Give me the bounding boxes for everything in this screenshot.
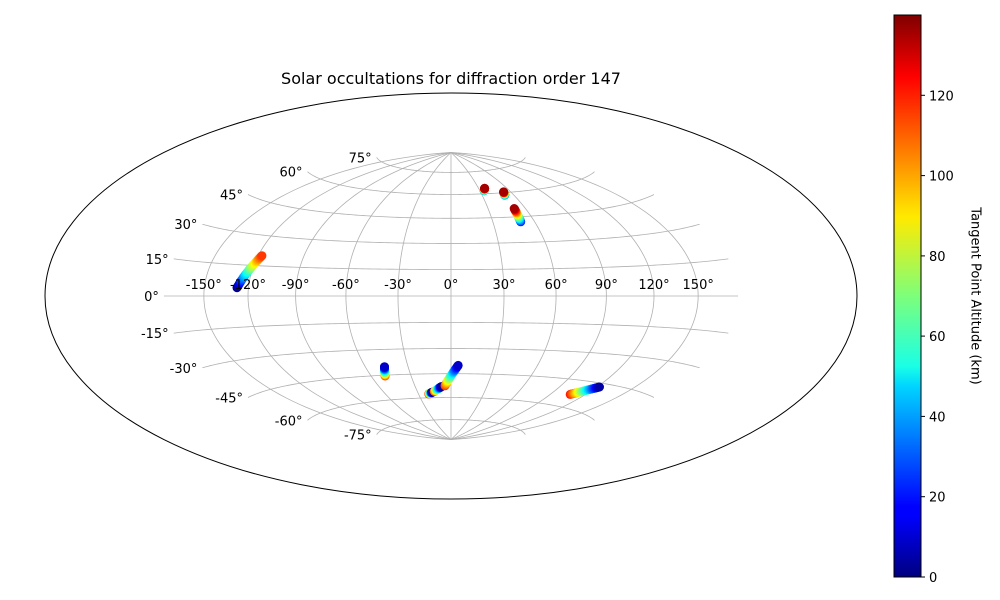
parallel-line bbox=[202, 223, 700, 244]
latitude-tick-label: 15° bbox=[146, 253, 169, 268]
latitude-tick-label: -75° bbox=[344, 429, 372, 444]
map-outline bbox=[44, 92, 858, 500]
parallel-line bbox=[307, 171, 595, 195]
occultation-track bbox=[440, 360, 463, 391]
colorbar-tick-label: 120 bbox=[929, 89, 954, 104]
latitude-tick-label: 30° bbox=[174, 218, 197, 233]
data-points bbox=[232, 183, 604, 399]
parallel-line bbox=[376, 419, 526, 435]
occultation-track bbox=[499, 187, 510, 200]
colorbar-label: Tangent Point Altitude (km) bbox=[968, 206, 983, 384]
longitude-tick-label: 120° bbox=[638, 278, 669, 293]
colorbar-tick-label: 40 bbox=[929, 410, 946, 425]
colorbar-ticks: 0 20 40 60 80 100 120 bbox=[921, 89, 954, 586]
occultation-track bbox=[509, 204, 526, 227]
latitude-tick-label: 75° bbox=[349, 151, 372, 166]
longitude-tick-label: 90° bbox=[595, 278, 618, 293]
longitude-tick-labels: -150° -120° -90° -60° -30° 0° 30° 60° 90° 120° 150… bbox=[186, 278, 714, 293]
longitude-tick-label: 150° bbox=[683, 278, 714, 293]
longitude-tick-label: 0° bbox=[444, 278, 459, 293]
occultation-track bbox=[232, 251, 267, 293]
gridlines bbox=[163, 152, 739, 440]
colorbar-tick-label: 60 bbox=[929, 330, 946, 345]
latitude-tick-labels: 75° 60° 45° 30° 15° 0° -15° -30° -45° -60° -75° bbox=[141, 151, 372, 443]
data-point bbox=[499, 187, 509, 197]
colorbar-tick-label: 100 bbox=[929, 170, 954, 185]
occultation-track bbox=[380, 362, 390, 381]
longitude-tick-label: -30° bbox=[384, 278, 412, 293]
occultation-track bbox=[479, 183, 490, 196]
colorbar-gradient bbox=[893, 14, 922, 578]
map-area: -150° -120° -90° -60° -30° 0° 30° 60° 90° 120° 150… bbox=[44, 92, 858, 500]
colorbar-tick-label: 80 bbox=[929, 250, 946, 265]
latitude-tick-label: 0° bbox=[144, 290, 159, 305]
longitude-tick-label: 60° bbox=[545, 278, 568, 293]
parallel-line bbox=[202, 348, 700, 369]
latitude-tick-label: -30° bbox=[170, 362, 198, 377]
occultation-track bbox=[565, 382, 604, 399]
colorbar-tick-label: 20 bbox=[929, 491, 946, 506]
parallel-line bbox=[376, 157, 526, 173]
data-point bbox=[453, 360, 463, 370]
longitude-tick-label: -120° bbox=[230, 278, 266, 293]
data-point bbox=[595, 382, 604, 392]
latitude-tick-label: -45° bbox=[215, 392, 243, 407]
latitude-tick-label: -60° bbox=[275, 414, 303, 429]
colorbar-tick-label: 0 bbox=[929, 571, 937, 586]
longitude-tick-label: -150° bbox=[186, 278, 222, 293]
latitude-tick-label: -15° bbox=[141, 327, 169, 342]
longitude-tick-label: 30° bbox=[492, 278, 515, 293]
longitude-tick-label: -60° bbox=[332, 278, 360, 293]
data-point bbox=[257, 251, 267, 261]
colorbar: 0 20 40 60 80 100 120 Tangent Point Altitude (… bbox=[893, 14, 983, 586]
data-point bbox=[509, 204, 519, 213]
longitude-tick-label: -90° bbox=[282, 278, 310, 293]
data-point bbox=[380, 362, 389, 372]
parallel-line bbox=[247, 194, 655, 219]
latitude-tick-label: 45° bbox=[220, 189, 243, 204]
parallel-line bbox=[173, 322, 729, 334]
parallel-line bbox=[307, 397, 595, 421]
latitude-tick-label: 60° bbox=[279, 166, 302, 181]
data-point bbox=[480, 183, 490, 193]
chart-title: Solar occultations for diffraction order… bbox=[281, 69, 621, 88]
